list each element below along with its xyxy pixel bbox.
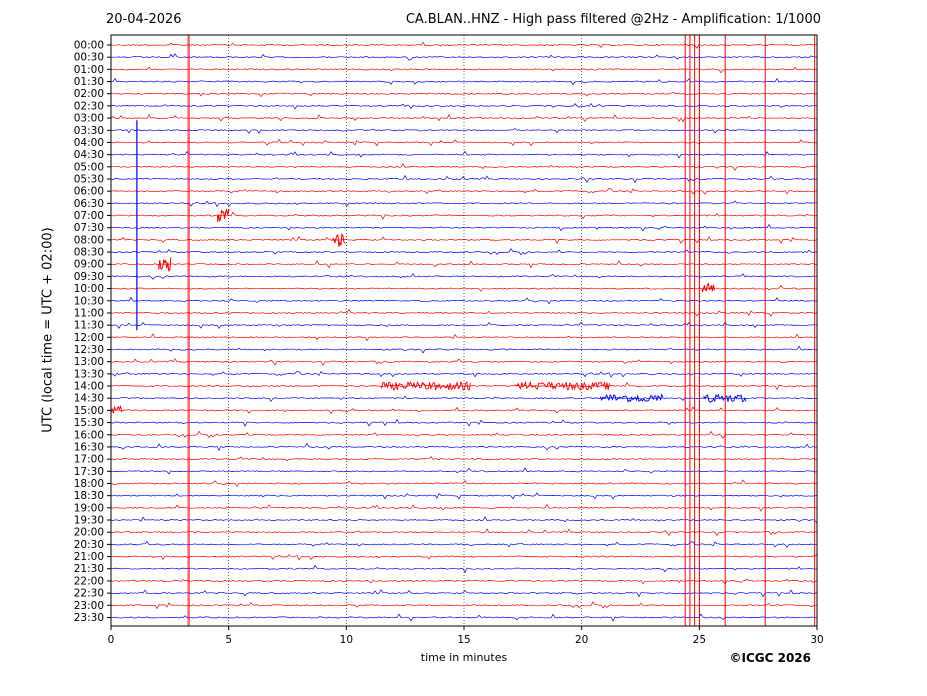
y-tick-label: 06:00 [74,186,104,198]
y-tick-label: 12:00 [74,332,104,344]
y-tick-label: 14:30 [74,393,104,405]
copyright-label: ©ICGC 2026 [729,651,811,665]
event-burst [701,282,715,293]
event-noise [110,404,123,414]
event-noise [703,393,747,403]
y-tick-label: 11:30 [74,320,104,332]
event-burst [332,233,346,247]
y-tick-label: 20:30 [74,539,104,551]
y-tick-label: 13:30 [74,368,104,380]
y-tick-label: 12:30 [74,344,104,356]
y-tick-label: 07:30 [74,222,104,234]
x-tick-label: 30 [810,634,823,646]
y-tick-label: 18:30 [74,490,104,502]
y-tick-label: 09:30 [74,271,104,283]
y-tick-label: 08:30 [74,247,104,259]
chart-title: CA.BLAN..HNZ - High pass filtered @2Hz -… [405,12,821,27]
event-group [110,35,816,626]
y-tick-label: 16:00 [74,429,104,441]
y-tick-label: 10:30 [74,295,104,307]
y-tick-label: 22:30 [74,588,104,600]
event-noise [381,380,471,391]
y-tick-label: 02:30 [74,100,104,112]
y-tick-label: 11:00 [74,307,104,319]
y-tick-label: 21:00 [74,551,104,563]
y-axis-ticks: 00:0000:3001:0001:3002:0002:3003:0003:30… [74,40,111,624]
y-tick-label: 07:00 [74,210,104,222]
trace-line [110,492,818,500]
trace-line [110,528,818,537]
grid-lines [228,35,700,626]
trace-line [110,113,818,123]
x-tick-label: 15 [457,634,470,646]
y-tick-label: 03:30 [74,125,104,137]
date-label: 20-04-2026 [106,12,182,27]
x-tick-label: 0 [108,634,115,646]
y-tick-label: 09:00 [74,259,104,271]
y-tick-label: 03:00 [74,113,104,125]
x-tick-label: 20 [575,634,588,646]
y-tick-label: 04:00 [74,137,104,149]
y-tick-label: 17:30 [74,466,104,478]
y-axis-label: UTC (local time = UTC + 02:00) [40,227,56,433]
y-tick-label: 13:00 [74,356,104,368]
y-tick-label: 19:30 [74,515,104,527]
y-tick-label: 15:00 [74,405,104,417]
y-tick-label: 01:30 [74,76,104,88]
x-tick-label: 5 [225,634,232,646]
y-tick-label: 01:00 [74,64,104,76]
x-axis-ticks: 0 5 10 15 20 25 30 [108,626,824,646]
y-tick-label: 22:00 [74,575,104,587]
y-tick-label: 23:30 [74,612,104,624]
trace-line [110,127,818,135]
y-tick-label: 17:00 [74,454,104,466]
trace-line [110,333,818,342]
y-tick-label: 04:30 [74,149,104,161]
y-tick-label: 05:00 [74,161,104,173]
y-tick-label: 08:00 [74,234,104,246]
y-tick-label: 00:00 [74,40,104,52]
y-tick-label: 19:00 [74,502,104,514]
trace-group [110,41,818,622]
event-burst [217,207,230,222]
y-tick-label: 10:00 [74,283,104,295]
y-tick-label: 06:30 [74,198,104,210]
plot-frame [110,34,818,627]
y-tick-label: 15:30 [74,417,104,429]
y-tick-label: 05:30 [74,173,104,185]
trace-line [110,516,818,524]
y-tick-label: 16:30 [74,441,104,453]
y-tick-label: 00:30 [74,52,104,64]
y-tick-label: 21:30 [74,563,104,575]
trace-line [110,308,818,317]
event-noise [515,380,610,391]
event-burst [158,257,172,272]
trace-line [110,503,818,512]
x-axis-label: time in minutes [420,651,508,664]
y-tick-label: 18:00 [74,478,104,490]
x-tick-label: 25 [693,634,706,646]
y-tick-label: 02:00 [74,88,104,100]
y-tick-label: 20:00 [74,527,104,539]
y-tick-label: 14:00 [74,381,104,393]
y-tick-label: 23:00 [74,600,104,612]
x-tick-label: 10 [340,634,353,646]
event-noise [600,393,664,403]
